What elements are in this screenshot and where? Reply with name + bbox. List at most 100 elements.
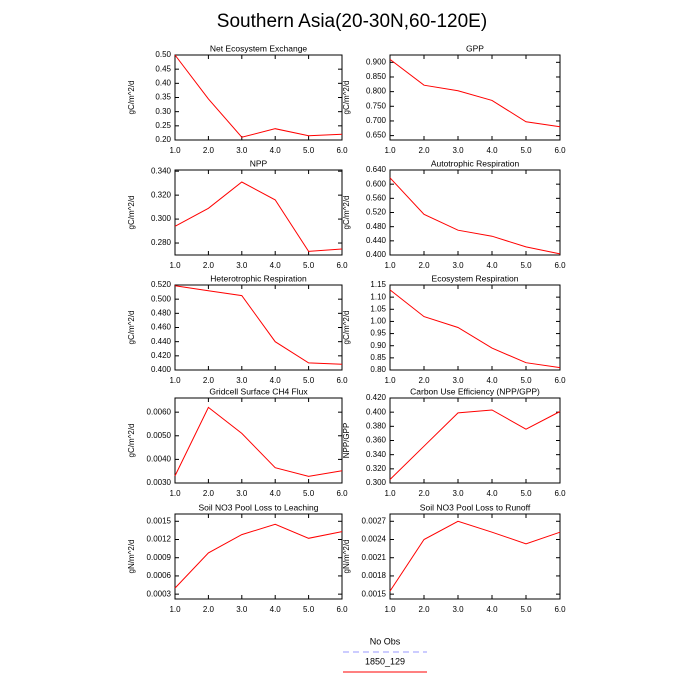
y-tick-label: 0.400 <box>366 407 387 416</box>
panel-title: Soil NO3 Pool Loss to Leaching <box>198 502 318 512</box>
plot-frame <box>389 397 561 484</box>
data-line <box>174 406 343 477</box>
x-tick-label: 1.0 <box>169 489 181 498</box>
panel-title: GPP <box>466 43 484 53</box>
y-tick-label: 0.0024 <box>362 535 387 544</box>
y-tick-label: 0.35 <box>155 93 171 102</box>
x-tick-label: 1.0 <box>384 605 396 614</box>
data-line <box>174 181 343 252</box>
y-axis-label: gC/m^2/d <box>342 196 351 230</box>
plot-frame <box>174 513 343 600</box>
y-tick-label: 0.0018 <box>362 571 387 580</box>
y-axis-label: gC/m^2/d <box>342 311 351 345</box>
x-tick-label: 5.0 <box>303 376 315 385</box>
y-tick-label: 1.15 <box>370 280 386 289</box>
y-tick-label: 0.85 <box>370 353 386 362</box>
x-tick-label: 6.0 <box>554 261 566 270</box>
x-tick-label: 5.0 <box>303 146 315 155</box>
y-tick-label: 0.0060 <box>147 407 172 416</box>
y-tick-label: 0.0040 <box>147 454 172 463</box>
y-tick-label: 0.0006 <box>147 571 172 580</box>
x-tick-label: 2.0 <box>203 489 215 498</box>
plot-frame <box>389 284 561 371</box>
y-tick-label: 0.650 <box>366 131 387 140</box>
y-tick-label: 0.560 <box>366 193 387 202</box>
x-tick-label: 3.0 <box>236 605 248 614</box>
x-tick-label: 6.0 <box>554 146 566 155</box>
y-axis-label: gC/m^2/d <box>127 311 136 345</box>
y-tick-label: 0.0050 <box>147 431 172 440</box>
y-tick-label: 0.440 <box>366 236 387 245</box>
y-tick-label: 1.10 <box>370 292 386 301</box>
panel-title: Net Ecosystem Exchange <box>210 43 308 53</box>
x-tick-label: 2.0 <box>418 261 430 270</box>
panel-title: Gridcell Surface CH4 Flux <box>209 386 308 396</box>
x-tick-label: 2.0 <box>418 146 430 155</box>
x-tick-label: 1.0 <box>384 261 396 270</box>
y-tick-label: 0.300 <box>151 214 172 223</box>
x-tick-label: 3.0 <box>452 376 464 385</box>
x-tick-label: 4.0 <box>486 489 498 498</box>
y-tick-label: 0.340 <box>151 166 172 175</box>
y-tick-label: 1.05 <box>370 304 386 313</box>
y-tick-label: 0.420 <box>366 393 387 402</box>
y-tick-label: 0.40 <box>155 78 171 87</box>
legend-label: 1850_129 <box>365 656 405 666</box>
y-axis-label: gN/m^2/d <box>127 540 136 574</box>
y-tick-label: 0.0030 <box>147 478 172 487</box>
x-tick-label: 3.0 <box>236 376 248 385</box>
y-tick-label: 0.640 <box>366 165 387 174</box>
data-line <box>389 520 561 592</box>
x-tick-label: 6.0 <box>554 376 566 385</box>
y-tick-label: 0.520 <box>366 208 387 217</box>
x-tick-label: 4.0 <box>486 261 498 270</box>
x-tick-label: 5.0 <box>520 261 532 270</box>
y-tick-label: 0.280 <box>151 238 172 247</box>
y-tick-label: 0.900 <box>366 57 387 66</box>
y-tick-label: 0.0027 <box>362 516 387 525</box>
y-tick-label: 0.480 <box>366 222 387 231</box>
x-tick-label: 6.0 <box>336 146 348 155</box>
data-line <box>389 409 561 480</box>
panel-title: Autotrophic Respiration <box>431 158 520 168</box>
plot-frame <box>389 513 561 600</box>
y-tick-label: 0.80 <box>370 365 386 374</box>
panel-title: Soil NO3 Pool Loss to Runoff <box>420 502 531 512</box>
legend-label: No Obs <box>370 636 401 646</box>
y-tick-label: 0.0015 <box>147 516 172 525</box>
x-tick-label: 2.0 <box>203 605 215 614</box>
x-tick-label: 5.0 <box>303 605 315 614</box>
x-tick-label: 6.0 <box>336 605 348 614</box>
x-tick-label: 2.0 <box>418 605 430 614</box>
x-tick-label: 1.0 <box>169 261 181 270</box>
x-tick-label: 6.0 <box>336 261 348 270</box>
y-tick-label: 0.400 <box>366 250 387 259</box>
x-tick-label: 2.0 <box>203 261 215 270</box>
y-tick-label: 0.95 <box>370 329 386 338</box>
x-tick-label: 1.0 <box>384 376 396 385</box>
data-line <box>389 59 561 128</box>
y-axis-label: gC/m^2/d <box>127 196 136 230</box>
plot-frame <box>174 284 343 371</box>
x-tick-label: 2.0 <box>418 489 430 498</box>
x-tick-label: 2.0 <box>203 146 215 155</box>
y-tick-label: 0.90 <box>370 341 386 350</box>
x-tick-label: 5.0 <box>520 146 532 155</box>
x-tick-label: 1.0 <box>384 489 396 498</box>
y-axis-label: NPP/GPP <box>342 423 351 459</box>
panel-title: NPP <box>250 158 268 168</box>
x-tick-label: 5.0 <box>303 489 315 498</box>
y-tick-label: 0.340 <box>366 450 387 459</box>
x-tick-label: 4.0 <box>270 146 282 155</box>
x-tick-label: 4.0 <box>270 489 282 498</box>
y-tick-label: 0.0003 <box>147 589 172 598</box>
data-line <box>174 54 343 138</box>
x-tick-label: 6.0 <box>554 605 566 614</box>
plot-frame <box>389 54 561 141</box>
y-tick-label: 0.380 <box>366 421 387 430</box>
plot-frame <box>174 397 343 484</box>
plot-frame <box>174 169 343 256</box>
y-tick-label: 0.400 <box>151 365 172 374</box>
x-tick-label: 4.0 <box>270 605 282 614</box>
